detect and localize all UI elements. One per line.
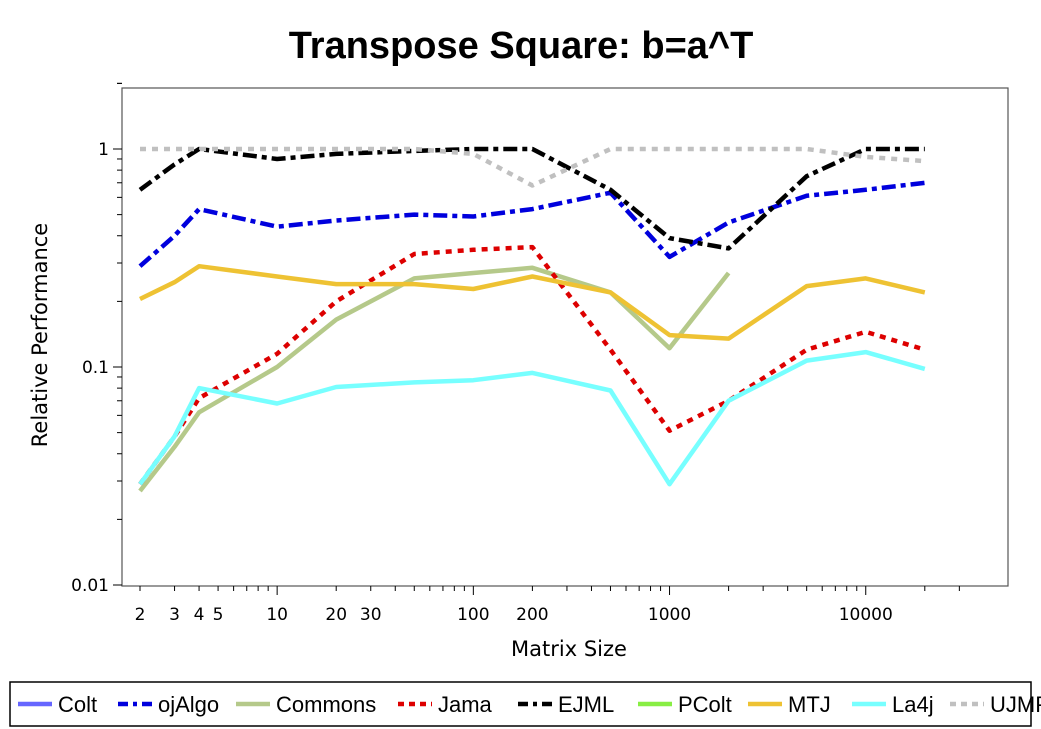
x-tick-label: 200 xyxy=(516,605,548,625)
x-tick-label: 10 xyxy=(266,605,288,625)
y-axis: 0.01 0.1 1 xyxy=(71,82,122,596)
x-tick-label: 10000 xyxy=(839,605,893,625)
x-tick-label: 2 xyxy=(135,605,146,625)
legend-label-pcolt: PColt xyxy=(678,692,732,717)
x-tick-label: 3 xyxy=(169,605,180,625)
legend-label-ejml: EJML xyxy=(558,692,614,717)
legend-label-colt: Colt xyxy=(58,692,97,717)
series-layer xyxy=(138,146,926,493)
series-line-la4j xyxy=(138,349,926,487)
legend-label-ojalgo: ojAlgo xyxy=(158,692,219,717)
y-tick-label: 1 xyxy=(98,140,109,160)
x-tick-label: 100 xyxy=(457,605,489,625)
series-line-ojalgo xyxy=(138,180,926,268)
series-line-jama xyxy=(138,244,926,486)
series-line-ujmp xyxy=(140,146,925,188)
x-axis: 2 3 4 5 10 20 30 100 200 1000 10000 xyxy=(135,586,960,625)
x-tick-label: 30 xyxy=(360,605,382,625)
legend-label-la4j: La4j xyxy=(892,692,934,717)
series-line-mtj xyxy=(139,263,926,341)
legend-label-ujmp: UJMP xyxy=(990,692,1041,717)
series-line-commons xyxy=(138,265,731,493)
series-line-ejml xyxy=(138,146,925,251)
x-tick-label: 5 xyxy=(213,605,224,625)
legend-label-commons: Commons xyxy=(276,692,376,717)
y-tick-label: 0.1 xyxy=(82,358,109,378)
legend: Colt ojAlgo Commons Jama EJML PColt MTJ La4j UJM… xyxy=(18,692,1041,717)
x-tick-label: 1000 xyxy=(648,605,691,625)
legend-label-jama: Jama xyxy=(438,692,493,717)
y-tick-label: 0.01 xyxy=(71,576,109,596)
legend-box xyxy=(9,681,1032,727)
x-axis-label: Matrix Size xyxy=(511,637,627,661)
x-tick-label: 20 xyxy=(325,605,347,625)
legend-label-mtj: MTJ xyxy=(788,692,831,717)
plot-area xyxy=(121,87,1009,587)
x-tick-label: 4 xyxy=(194,605,205,625)
chart-title: Transpose Square: b=a^T xyxy=(289,25,754,67)
y-axis-label: Relative Performance xyxy=(28,223,52,447)
